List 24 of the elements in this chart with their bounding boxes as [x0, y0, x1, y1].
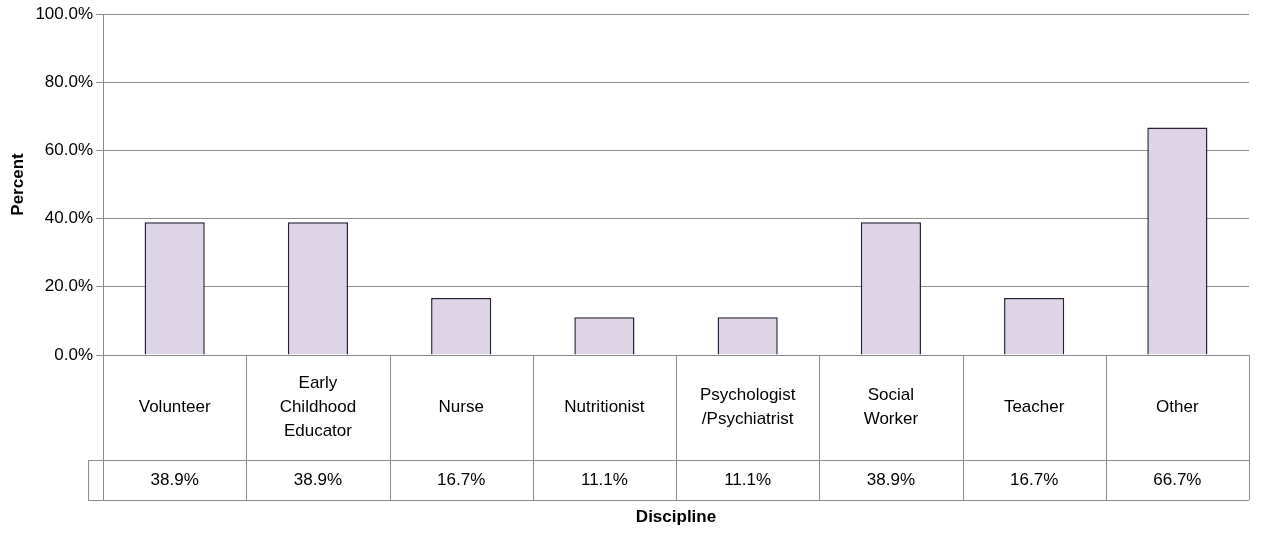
data-label: 38.9%	[293, 469, 343, 489]
y-tick-label: 80.0%	[44, 71, 94, 91]
x-tick-label: Nutritionist	[564, 397, 645, 417]
y-tick-label: 20.0%	[44, 276, 94, 296]
data-label: 38.9%	[150, 469, 199, 489]
y-tick-label: 60.0%	[44, 140, 94, 160]
data-label: 66.7%	[1153, 469, 1202, 489]
x-tick-label: Other	[1156, 397, 1199, 417]
y-tick-label: 0.0%	[54, 344, 94, 364]
y-tick-label: 100.0%	[35, 3, 94, 23]
x-tick-label: Nurse	[438, 397, 484, 417]
x-tick-label: Social Worker	[863, 385, 919, 429]
x-tick-label: Early Childhood Educator	[279, 373, 357, 441]
data-label: 11.1%	[580, 469, 628, 489]
x-axis-title: Discipline	[635, 506, 717, 526]
x-tick-label: Teacher	[1003, 397, 1065, 417]
y-tick-label: 40.0%	[44, 208, 94, 228]
data-label: 11.1%	[724, 469, 772, 489]
data-label: 16.7%	[1010, 469, 1059, 489]
x-tick-label: Volunteer	[138, 397, 211, 417]
data-label: 16.7%	[437, 469, 486, 489]
data-label: 38.9%	[866, 469, 915, 489]
y-axis-title: Percent	[7, 152, 27, 216]
x-tick-label: Psychologist/Psychiatrist	[699, 385, 796, 429]
